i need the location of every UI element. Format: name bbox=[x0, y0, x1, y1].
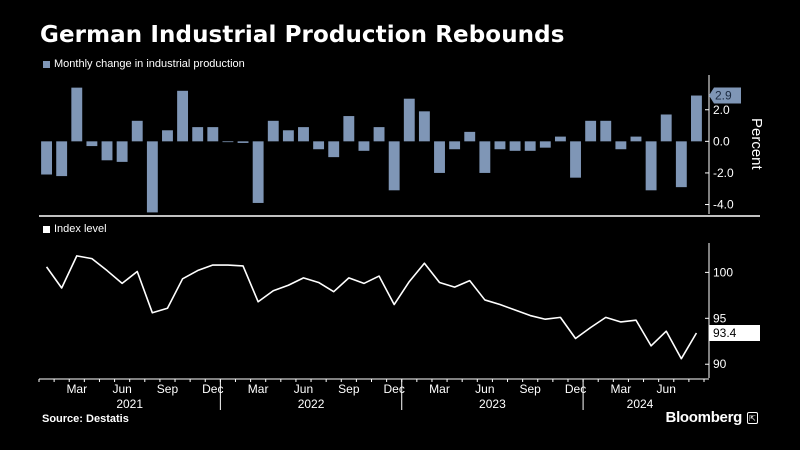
line-y-tick-label-1: 95 bbox=[713, 311, 727, 325]
bar-2 bbox=[71, 87, 83, 142]
source-note: Source: Destatis bbox=[42, 413, 129, 425]
bar-y-tick-label-2: 0.0 bbox=[713, 134, 730, 148]
bar-28 bbox=[464, 131, 476, 142]
bar-22 bbox=[373, 127, 385, 142]
brand-logo: Bloomberg bbox=[665, 409, 743, 426]
bar-21 bbox=[358, 141, 370, 151]
x-year-label-0: 2021 bbox=[116, 397, 143, 411]
bar-6 bbox=[131, 120, 143, 142]
line-value-callout bbox=[709, 325, 760, 341]
bar-y-axis-title: Percent bbox=[748, 118, 765, 171]
bar-12 bbox=[222, 141, 234, 143]
bar-y-tick-label-1: -2.0 bbox=[713, 166, 734, 180]
x-month-label-3: Dec bbox=[202, 382, 223, 396]
bar-34 bbox=[554, 136, 566, 142]
bar-20 bbox=[343, 116, 355, 142]
bar-legend-label: Monthly change in industrial production bbox=[54, 58, 245, 70]
x-month-label-11: Dec bbox=[565, 382, 586, 396]
x-year-label-1: 2022 bbox=[298, 397, 325, 411]
x-month-label-4: Mar bbox=[248, 382, 269, 396]
x-month-label-0: Mar bbox=[66, 382, 87, 396]
bar-y-tick-label-0: -4.0 bbox=[713, 198, 734, 212]
bloomberg-terminal-icon: ⇱ bbox=[747, 412, 758, 424]
line-legend: Index level bbox=[43, 223, 107, 235]
x-month-label-1: Jun bbox=[112, 382, 131, 396]
bar-legend-swatch bbox=[43, 60, 50, 68]
bar-32 bbox=[524, 141, 536, 151]
bar-42 bbox=[675, 141, 687, 188]
x-year-label-3: 2024 bbox=[627, 397, 654, 411]
bar-14 bbox=[252, 141, 264, 203]
bar-9 bbox=[177, 90, 189, 142]
bar-18 bbox=[313, 141, 325, 150]
bar-35 bbox=[570, 141, 581, 178]
bar-29 bbox=[479, 141, 491, 173]
bar-y-tick-label-3: 2.0 bbox=[713, 103, 730, 117]
bar-legend: Monthly change in industrial production bbox=[43, 58, 245, 70]
line-value-callout-label: 93.4 bbox=[713, 326, 737, 340]
bar-0 bbox=[41, 141, 52, 175]
bar-27 bbox=[449, 141, 461, 150]
bar-23 bbox=[388, 141, 400, 191]
x-month-label-9: Jun bbox=[475, 382, 494, 396]
line-legend-label: Index level bbox=[54, 223, 107, 235]
bar-8 bbox=[162, 130, 173, 142]
x-month-label-13: Jun bbox=[657, 382, 676, 396]
bar-4 bbox=[101, 141, 113, 161]
bar-33 bbox=[539, 141, 551, 148]
bar-11 bbox=[207, 127, 219, 142]
bar-26 bbox=[434, 141, 445, 173]
bar-5 bbox=[116, 141, 128, 162]
bar-1 bbox=[56, 141, 68, 177]
line-y-tick-label-0: 90 bbox=[713, 357, 727, 371]
line-legend-swatch bbox=[43, 225, 50, 233]
bar-25 bbox=[418, 111, 430, 142]
bar-10 bbox=[192, 127, 204, 142]
bar-31 bbox=[509, 141, 521, 151]
bar-30 bbox=[494, 141, 506, 150]
x-month-label-12: Mar bbox=[611, 382, 632, 396]
bar-13 bbox=[237, 141, 249, 143]
index-level-line bbox=[45, 255, 698, 360]
bar-41 bbox=[660, 114, 672, 142]
x-month-label-8: Mar bbox=[429, 382, 450, 396]
bar-value-callout bbox=[709, 87, 741, 104]
bar-19 bbox=[328, 141, 340, 158]
bar-24 bbox=[403, 98, 415, 142]
bar-36 bbox=[585, 120, 597, 142]
x-month-label-7: Dec bbox=[383, 382, 404, 396]
bar-15 bbox=[267, 120, 279, 142]
bar-7 bbox=[146, 141, 158, 213]
x-month-label-2: Sep bbox=[157, 382, 179, 396]
bar-39 bbox=[630, 136, 642, 142]
chart-title: German Industrial Production Rebounds bbox=[40, 22, 565, 48]
bar-16 bbox=[282, 130, 294, 142]
line-y-tick-label-2: 100 bbox=[713, 265, 733, 279]
bar-40 bbox=[645, 141, 657, 191]
x-month-label-6: Sep bbox=[338, 382, 360, 396]
bar-38 bbox=[615, 141, 627, 150]
x-month-label-10: Sep bbox=[520, 382, 542, 396]
x-month-label-5: Jun bbox=[294, 382, 313, 396]
bar-value-callout-label: 2.9 bbox=[715, 89, 732, 103]
bar-17 bbox=[298, 127, 309, 142]
x-year-label-2: 2023 bbox=[479, 397, 506, 411]
bar-43 bbox=[691, 95, 702, 142]
bar-3 bbox=[86, 141, 98, 147]
bar-37 bbox=[600, 120, 612, 142]
